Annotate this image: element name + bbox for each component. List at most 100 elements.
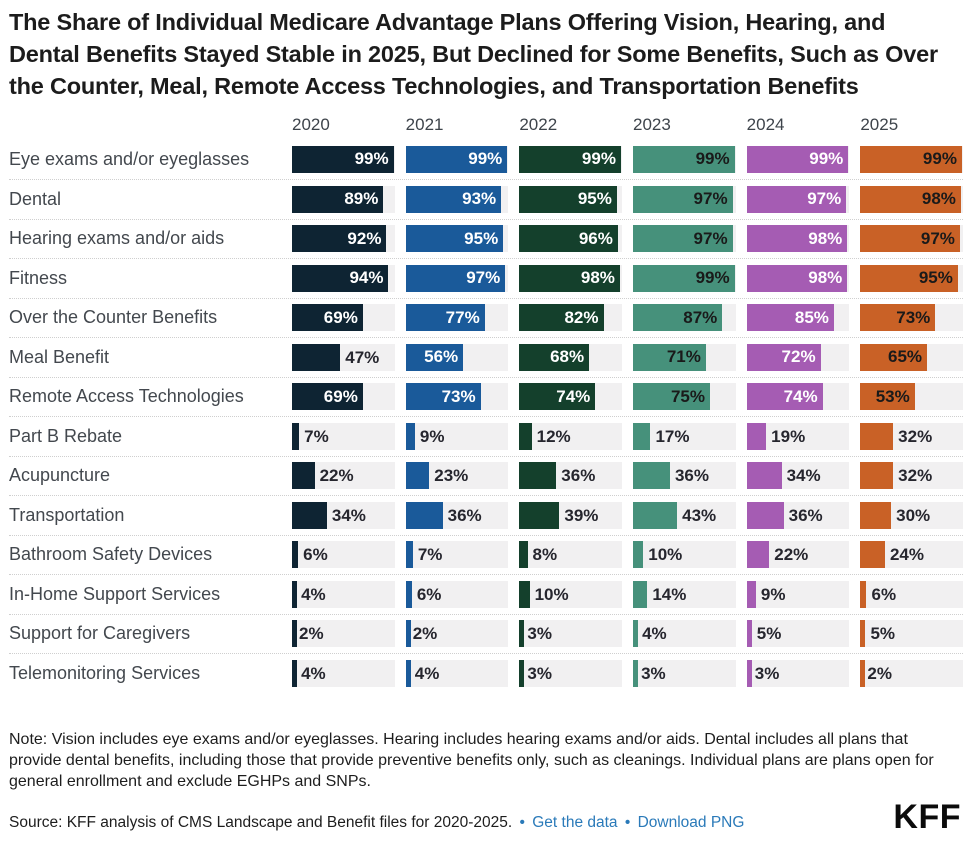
- bar-cell-2023: 43%: [632, 501, 736, 529]
- bar-cell-2020: 92%: [292, 225, 395, 253]
- row-label: Acupuncture: [9, 465, 111, 486]
- bar-cell-2020: 4%: [292, 659, 395, 687]
- bar-value-label: 36%: [447, 505, 482, 525]
- bar-cell-2024: 34%: [746, 462, 850, 490]
- row-label: Fitness: [9, 267, 68, 288]
- bar-value-label: 6%: [303, 545, 328, 565]
- bar-2024: 74%: [746, 383, 823, 411]
- bar-cell-2022: 36%: [519, 462, 622, 490]
- bar-2024: 98%: [746, 264, 848, 292]
- bar-track: 98%: [519, 264, 622, 292]
- bar-2020: 99%: [292, 145, 394, 173]
- bar-2023: [632, 580, 648, 608]
- bar-value-label: 5%: [870, 624, 896, 644]
- bar-track: 4%: [292, 659, 395, 687]
- bar-cell-2023: 75%: [632, 383, 736, 411]
- bar-cell-2021: 36%: [405, 501, 509, 529]
- bar-cell-2020: 2%: [292, 620, 395, 648]
- bar-value-label: 2%: [412, 624, 438, 644]
- bar-2020: [292, 620, 297, 648]
- bar-value-label: 5%: [756, 624, 782, 644]
- chart-row: Eye exams and/or eyeglasses 99% 99% 99% 99% 9…: [9, 140, 963, 180]
- get-the-data-link[interactable]: Get the data: [532, 814, 618, 832]
- bar-track: 3%: [632, 659, 736, 687]
- bar-track: 85%: [746, 304, 850, 332]
- bar-track: 22%: [292, 462, 395, 490]
- bar-value-label: 36%: [674, 466, 709, 486]
- bar-2021: [405, 580, 412, 608]
- bar-value-label: 47%: [345, 347, 380, 367]
- bar-track: 73%: [860, 304, 963, 332]
- bar-value-label: 3%: [527, 663, 552, 683]
- bar-2025: [860, 462, 894, 490]
- bar-value-label: 3%: [641, 663, 666, 683]
- bar-2022: 95%: [519, 185, 617, 213]
- bar-track: 56%: [405, 343, 509, 371]
- row-label: In-Home Support Services: [9, 583, 221, 604]
- row-label: Bathroom Safety Devices: [9, 544, 213, 565]
- bar-cell-2021: 56%: [405, 343, 509, 371]
- bar-2025: [860, 580, 867, 608]
- bar-track: 95%: [405, 225, 509, 253]
- row-label: Meal Benefit: [9, 346, 110, 367]
- bar-value-label: 19%: [771, 426, 806, 446]
- bar-2020: [292, 659, 297, 687]
- bar-track: 69%: [292, 383, 395, 411]
- bar-2022: 74%: [519, 383, 596, 411]
- bar-value-label: 8%: [532, 545, 558, 565]
- bar-2023: [632, 541, 644, 569]
- bar-2024: 72%: [746, 343, 821, 371]
- bar-track: 82%: [519, 304, 622, 332]
- bar-cell-2022: 95%: [519, 185, 622, 213]
- bar-cell-2022: 39%: [519, 501, 622, 529]
- bar-2025: 98%: [860, 185, 961, 213]
- bar-2021: [405, 501, 443, 529]
- row-label: Dental: [9, 188, 62, 209]
- chart-row: In-Home Support Services 4% 6% 10% 14% 9% 6%: [9, 574, 963, 614]
- bar-cell-2024: 74%: [746, 383, 850, 411]
- bar-track: 36%: [746, 501, 850, 529]
- bar-cell-2022: 82%: [519, 304, 622, 332]
- bar-track: 22%: [746, 541, 850, 569]
- bar-track: 95%: [519, 185, 622, 213]
- bar-cell-2025: 97%: [860, 225, 963, 253]
- bar-cell-2025: 6%: [860, 580, 963, 608]
- bar-cell-2020: 94%: [292, 264, 395, 292]
- bar-track: 34%: [746, 462, 850, 490]
- bar-value-label: 9%: [419, 426, 445, 446]
- row-label: Support for Caregivers: [9, 623, 191, 644]
- bar-2023: 87%: [632, 304, 723, 332]
- bar-cell-2023: 36%: [632, 462, 736, 490]
- bar-2024: [746, 620, 752, 648]
- download-png-link[interactable]: Download PNG: [637, 814, 745, 832]
- bar-2022: [519, 580, 530, 608]
- bar-cell-2022: 10%: [519, 580, 622, 608]
- bar-2020: [292, 343, 341, 371]
- bar-cell-2023: 71%: [632, 343, 736, 371]
- bar-track: 99%: [405, 145, 509, 173]
- bar-value-label: 36%: [788, 505, 823, 525]
- bar-2025: 73%: [860, 304, 936, 332]
- bar-2023: [632, 501, 678, 529]
- bar-cell-2024: 5%: [746, 620, 850, 648]
- bar-2020: 89%: [292, 185, 384, 213]
- bar-track: 10%: [519, 580, 622, 608]
- bar-cell-2023: 97%: [632, 225, 736, 253]
- bar-cell-2022: 3%: [519, 659, 622, 687]
- bar-cell-2025: 95%: [860, 264, 963, 292]
- bar-value-label: 39%: [564, 505, 599, 525]
- bar-2025: [860, 501, 892, 529]
- bar-value-label: 32%: [898, 466, 933, 486]
- bullet-separator: •: [624, 814, 631, 832]
- bar-track: 36%: [405, 501, 509, 529]
- bar-2023: 97%: [632, 185, 733, 213]
- bar-cell-2024: 9%: [746, 580, 850, 608]
- bar-2022: 68%: [519, 343, 590, 371]
- bar-2024: [746, 422, 767, 450]
- bar-track: 8%: [519, 541, 622, 569]
- note-text: Note: Vision includes eye exams and/or e…: [9, 730, 934, 790]
- bar-value-label: 34%: [331, 505, 366, 525]
- bar-2021: 95%: [405, 225, 504, 253]
- bar-track: 6%: [292, 541, 395, 569]
- bar-value-label: 10%: [534, 584, 569, 604]
